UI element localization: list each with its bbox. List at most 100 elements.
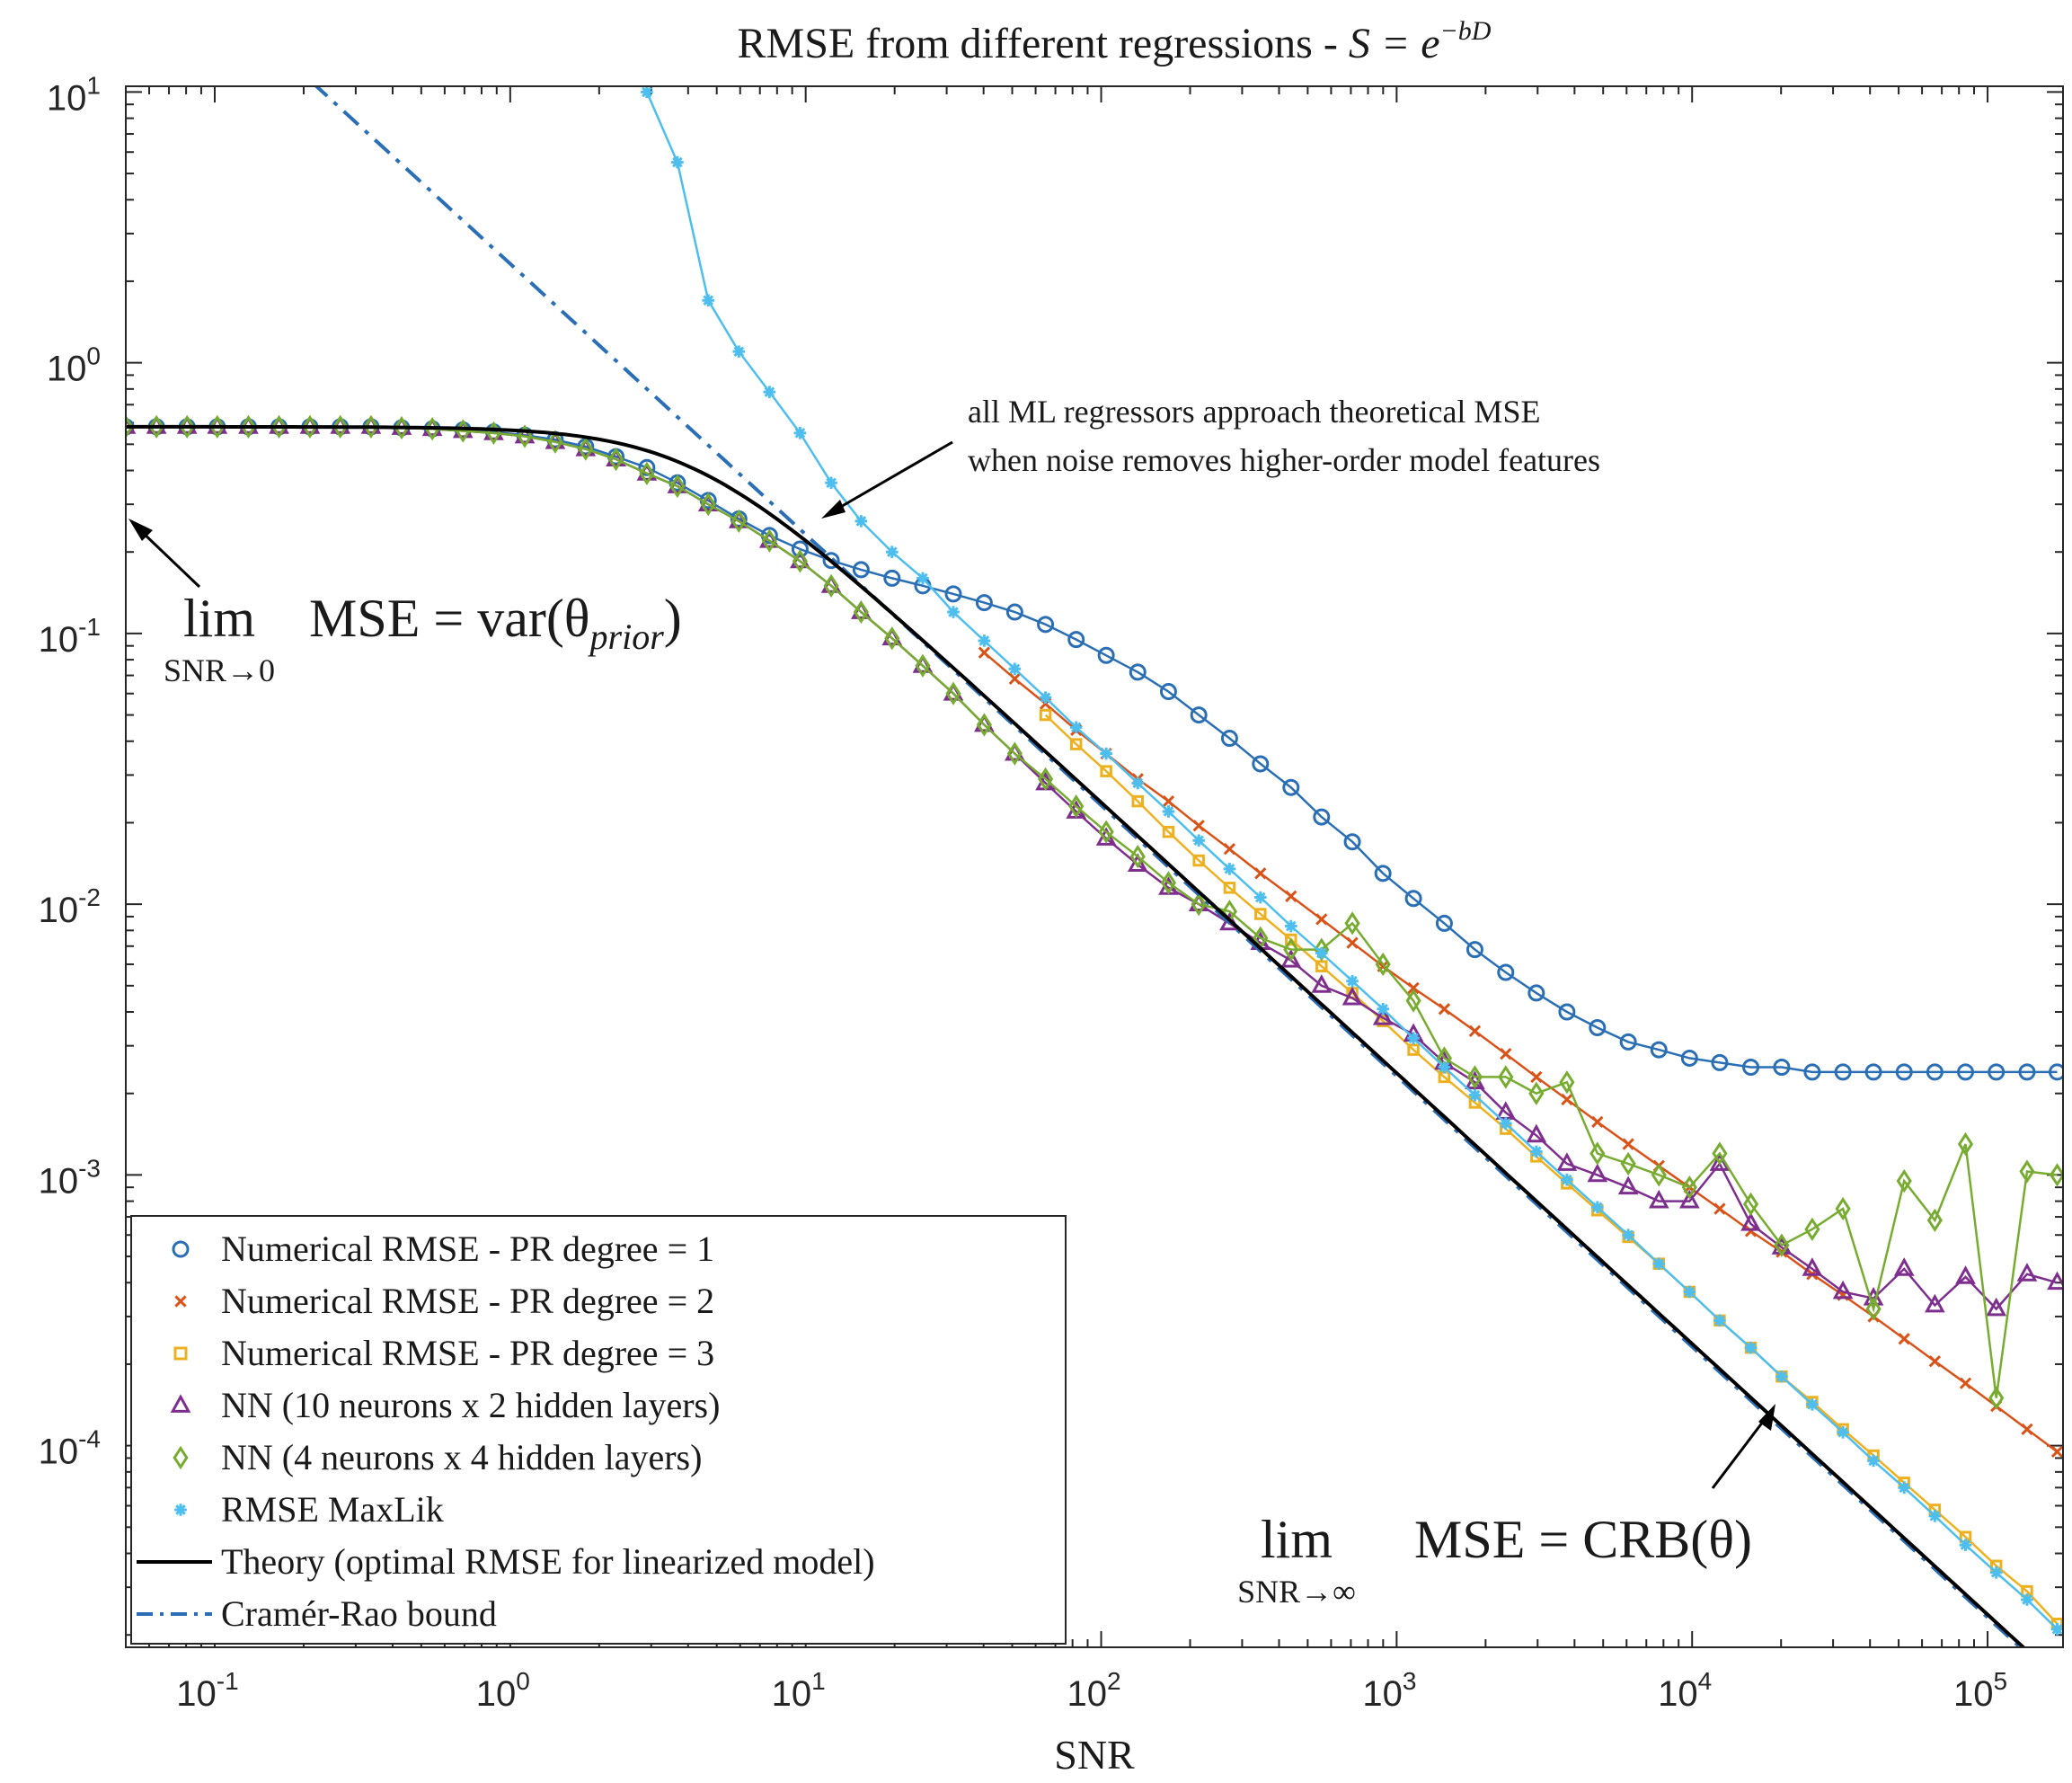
data-point bbox=[761, 528, 777, 553]
data-point bbox=[1955, 1265, 1976, 1284]
legend-item: Numerical RMSE - PR degree = 1 bbox=[172, 1229, 714, 1269]
data-point bbox=[2050, 1445, 2063, 1459]
legend-label: Numerical RMSE - PR degree = 2 bbox=[221, 1281, 714, 1321]
data-point bbox=[1131, 776, 1145, 790]
data-point bbox=[1744, 1341, 1758, 1354]
data-point bbox=[1774, 1233, 1790, 1257]
data-point bbox=[1466, 1065, 1483, 1089]
data-point bbox=[1589, 1018, 1607, 1036]
data-point bbox=[1037, 767, 1054, 791]
y-tick-label: 10-2 bbox=[39, 883, 101, 930]
data-point bbox=[825, 476, 837, 490]
data-point bbox=[1590, 1201, 1604, 1214]
data-point bbox=[1898, 1333, 1910, 1345]
legend-item: Theory (optimal RMSE for linearized mode… bbox=[137, 1541, 875, 1582]
data-point bbox=[1223, 842, 1236, 856]
data-point bbox=[1650, 1041, 1668, 1059]
legend-item: Numerical RMSE - PR degree = 3 bbox=[173, 1333, 714, 1373]
data-point bbox=[1775, 1370, 1788, 1383]
data-point bbox=[854, 515, 868, 528]
data-point bbox=[1648, 1189, 1669, 1209]
data-point bbox=[1497, 963, 1515, 981]
data-point bbox=[1528, 1081, 1545, 1105]
legend-item: NN (10 neurons x 2 hidden layers) bbox=[170, 1385, 720, 1425]
data-point bbox=[1834, 1063, 1852, 1081]
low-snr-lim-subscript: SNR→0 bbox=[164, 652, 275, 688]
legend-box bbox=[130, 1215, 1067, 1645]
data-point bbox=[1926, 1208, 1943, 1232]
data-point bbox=[1617, 1175, 1639, 1195]
data-point bbox=[517, 424, 533, 448]
data-point bbox=[1039, 708, 1052, 722]
data-point bbox=[1407, 981, 1420, 995]
data-point bbox=[1498, 1065, 1514, 1089]
data-point bbox=[1285, 890, 1297, 902]
data-point bbox=[1928, 1355, 1942, 1368]
data-point bbox=[975, 594, 993, 612]
data-point bbox=[424, 417, 440, 441]
data-point bbox=[2047, 1271, 2063, 1291]
data-point bbox=[1709, 1152, 1731, 1171]
data-point bbox=[1803, 1063, 1821, 1081]
data-point bbox=[1008, 662, 1022, 676]
legend-marker bbox=[173, 1445, 189, 1470]
data-point bbox=[638, 458, 656, 476]
data-point bbox=[1191, 892, 1207, 917]
data-point bbox=[1315, 960, 1328, 972]
data-point bbox=[1008, 672, 1022, 686]
data-point bbox=[1832, 1280, 1854, 1300]
data-point bbox=[853, 599, 869, 625]
data-point bbox=[607, 447, 624, 472]
data-point bbox=[1468, 1088, 1482, 1102]
legend-marker bbox=[174, 1504, 187, 1516]
data-point bbox=[822, 552, 840, 570]
data-point bbox=[126, 414, 134, 439]
data-point bbox=[1159, 683, 1177, 701]
data-point bbox=[1252, 755, 1270, 773]
data-point bbox=[1313, 808, 1331, 826]
chart-title: RMSE from different regressions - S = e−… bbox=[738, 16, 1492, 67]
data-point bbox=[148, 414, 164, 439]
data-point bbox=[1190, 706, 1208, 724]
data-point bbox=[1037, 616, 1055, 634]
x-tick-labels: 10-1 100 101 102 103 104 105 bbox=[176, 1667, 2007, 1714]
data-point bbox=[763, 386, 776, 398]
data-point bbox=[1341, 986, 1363, 1006]
data-point bbox=[1129, 844, 1146, 869]
data-point bbox=[1162, 805, 1175, 818]
data-point bbox=[1435, 914, 1453, 932]
data-point bbox=[363, 414, 379, 439]
data-point bbox=[1254, 908, 1267, 920]
high-snr-lim: lim bbox=[1261, 1510, 1333, 1569]
data-point bbox=[1343, 833, 1361, 851]
data-point bbox=[1683, 1285, 1696, 1299]
data-point bbox=[1589, 1141, 1606, 1166]
x-tick-label: 102 bbox=[1067, 1667, 1120, 1714]
data-point bbox=[823, 573, 839, 598]
data-point bbox=[1956, 1063, 1974, 1081]
data-point bbox=[1375, 952, 1391, 977]
annotations: all ML regressors approach theoretical M… bbox=[128, 394, 1775, 1610]
low-snr-expression: MSE = var(θprior) bbox=[309, 589, 682, 657]
data-point bbox=[1678, 1189, 1700, 1209]
data-point bbox=[1098, 820, 1114, 844]
legend-item: Numerical RMSE - PR degree = 2 bbox=[174, 1281, 714, 1321]
data-point bbox=[1988, 1386, 2005, 1410]
y-tick-label: 100 bbox=[47, 342, 101, 389]
data-point bbox=[1284, 919, 1297, 933]
data-point bbox=[1893, 1257, 1915, 1276]
y-tick-labels: 10-4 10-3 10-2 10-1 100 101 bbox=[39, 71, 101, 1471]
data-point bbox=[1867, 1454, 1880, 1468]
y-tick-label: 10-3 bbox=[39, 1154, 101, 1201]
data-point bbox=[1711, 1053, 1729, 1071]
data-point bbox=[179, 414, 195, 439]
data-point bbox=[1374, 865, 1392, 883]
data-point bbox=[852, 561, 870, 579]
data-point bbox=[1315, 946, 1328, 960]
data-point bbox=[2050, 1623, 2063, 1636]
data-point bbox=[1006, 741, 1023, 766]
data-point bbox=[1097, 646, 1115, 664]
legend-items: Numerical RMSE - PR degree = 1 Numerical … bbox=[137, 1229, 875, 1634]
legend-marker bbox=[170, 1394, 191, 1413]
